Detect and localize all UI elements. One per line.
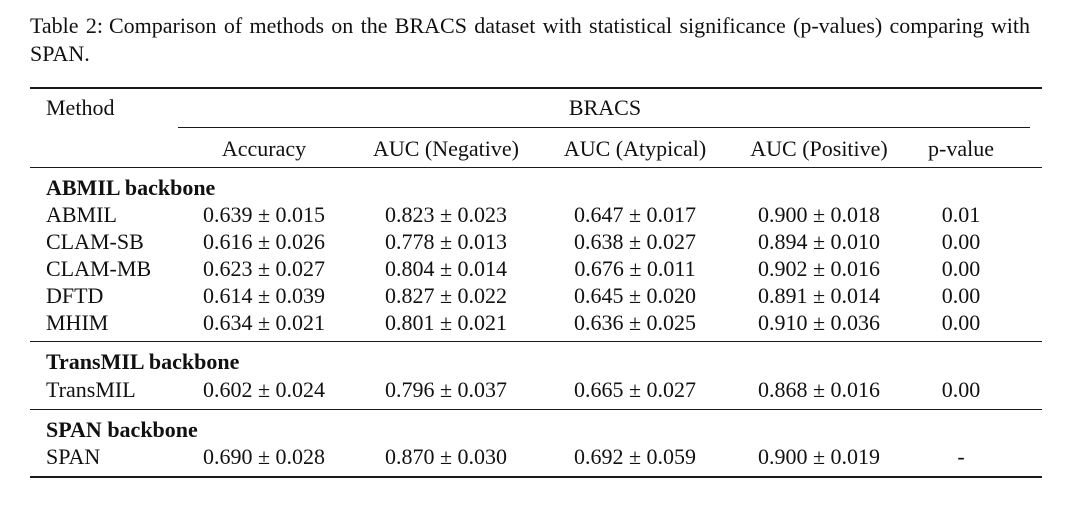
- cell-auc-positive: 0.891 ± 0.014: [757, 283, 881, 308]
- cell-auc-positive: 0.868 ± 0.016: [757, 377, 881, 402]
- cell-auc-atypical: 0.647 ± 0.017: [573, 202, 697, 227]
- cell-auc-atypical: 0.676 ± 0.011: [574, 256, 696, 281]
- cell-auc-positive: 0.902 ± 0.016: [757, 256, 881, 281]
- cell-accuracy: 0.639 ± 0.015: [202, 202, 326, 227]
- table-row-method: CLAM-SB: [46, 229, 144, 254]
- cell-p-value: 0.00: [941, 229, 981, 254]
- cell-p-value: 0.00: [941, 283, 981, 308]
- cell-auc-negative: 0.801 ± 0.021: [384, 310, 508, 335]
- section-title-span: SPAN backbone: [46, 417, 198, 442]
- table-row-method: CLAM-MB: [46, 256, 152, 281]
- cell-accuracy: 0.602 ± 0.024: [202, 377, 326, 402]
- cell-auc-atypical: 0.692 ± 0.059: [573, 444, 697, 469]
- section-rule: [30, 341, 1042, 342]
- cell-auc-atypical: 0.645 ± 0.020: [573, 283, 697, 308]
- cell-auc-positive: 0.900 ± 0.018: [757, 202, 881, 227]
- top-rule: [30, 87, 1042, 89]
- cell-accuracy: 0.623 ± 0.027: [202, 256, 326, 281]
- group-underline: [178, 127, 1030, 128]
- table-row-method: MHIM: [46, 310, 109, 335]
- section-title-transmil: TransMIL backbone: [46, 349, 240, 374]
- table-row-method: TransMIL: [46, 377, 136, 402]
- header-rule: [30, 167, 1042, 168]
- cell-auc-positive: 0.900 ± 0.019: [757, 444, 881, 469]
- cell-accuracy: 0.634 ± 0.021: [202, 310, 326, 335]
- table-row-method: DFTD: [46, 283, 104, 308]
- cell-p-value: 0.00: [941, 256, 981, 281]
- cell-auc-atypical: 0.638 ± 0.027: [573, 229, 697, 254]
- table-row-method: SPAN: [46, 444, 101, 469]
- table-caption: Table 2: Comparison of methods on the BRA…: [30, 12, 1030, 68]
- cell-p-value: 0.00: [941, 377, 981, 402]
- cell-auc-atypical: 0.665 ± 0.027: [573, 377, 697, 402]
- bottom-rule: [30, 476, 1042, 478]
- col-header-auc-negative: AUC (Negative): [372, 136, 519, 161]
- caption-label: Table 2:: [30, 13, 103, 38]
- cell-accuracy: 0.616 ± 0.026: [202, 229, 326, 254]
- col-header-auc-positive: AUC (Positive): [750, 136, 888, 161]
- cell-auc-negative: 0.823 ± 0.023: [384, 202, 508, 227]
- group-header: BRACS: [568, 95, 642, 120]
- cell-auc-negative: 0.870 ± 0.030: [384, 444, 508, 469]
- cell-accuracy: 0.690 ± 0.028: [202, 444, 326, 469]
- caption-text: Comparison of methods on the BRACS datas…: [30, 13, 1031, 66]
- cell-auc-positive: 0.894 ± 0.010: [757, 229, 881, 254]
- section-rule: [30, 409, 1042, 410]
- col-header-p-value: p-value: [928, 136, 994, 161]
- cell-accuracy: 0.614 ± 0.039: [202, 283, 326, 308]
- section-title-abmil: ABMIL backbone: [46, 175, 216, 200]
- cell-p-value: -: [957, 444, 965, 469]
- cell-auc-negative: 0.778 ± 0.013: [384, 229, 508, 254]
- cell-auc-negative: 0.796 ± 0.037: [384, 377, 508, 402]
- cell-p-value: 0.00: [941, 310, 981, 335]
- cell-auc-atypical: 0.636 ± 0.025: [573, 310, 697, 335]
- col-header-accuracy: Accuracy: [221, 136, 307, 161]
- cell-auc-negative: 0.827 ± 0.022: [384, 283, 508, 308]
- table-row-method: ABMIL: [46, 202, 117, 227]
- col-header-auc-atypical: AUC (Atypical): [563, 136, 707, 161]
- cell-p-value: 0.01: [941, 202, 981, 227]
- method-header: Method: [46, 95, 115, 120]
- cell-auc-positive: 0.910 ± 0.036: [757, 310, 881, 335]
- cell-auc-negative: 0.804 ± 0.014: [384, 256, 508, 281]
